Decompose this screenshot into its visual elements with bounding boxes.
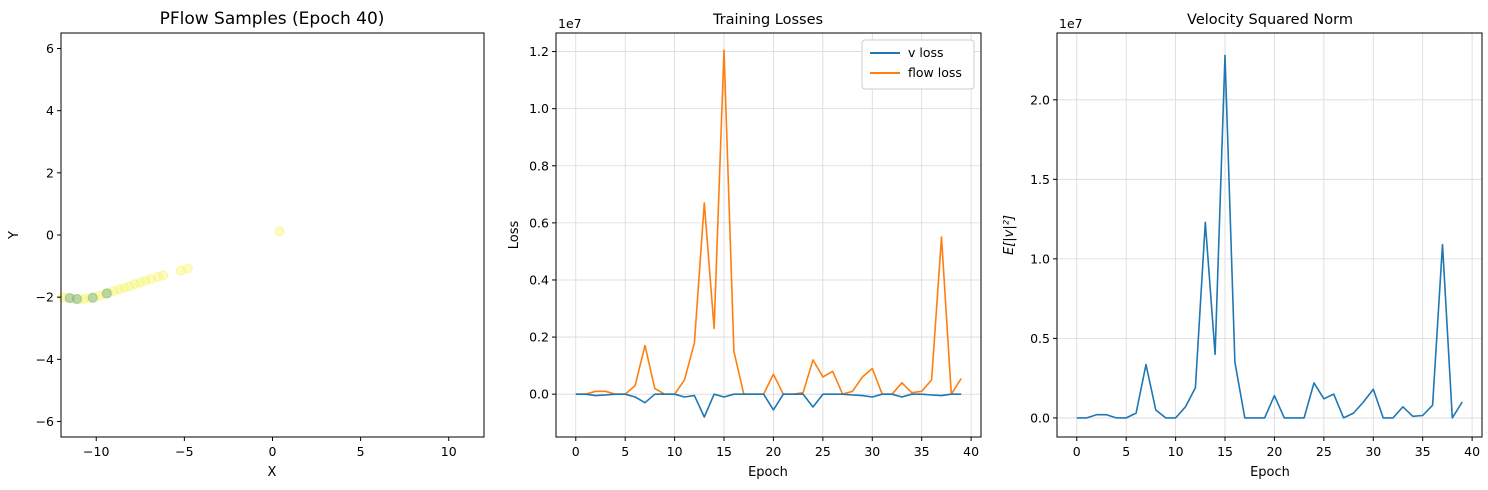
losses-ytick-label: 0.2 <box>529 330 549 345</box>
losses-panel: 0 5 10 15 20 25 30 35 40 0.0 0.2 0.4 0.6 0.8 1.0 1.2 Tr… <box>507 12 982 480</box>
scatter-points <box>57 226 285 305</box>
scatter-panel: −10 −5 0 5 10 −6 −4 −2 0 2 4 6 PFlow Samples (Epoch… <box>7 9 485 480</box>
scatter-point <box>158 270 169 281</box>
scatter-xtick-label: −10 <box>83 444 109 459</box>
losses-frame <box>555 32 982 438</box>
scatter-frame <box>60 32 485 438</box>
velocity-lines <box>1076 54 1463 419</box>
velocity-offset-text: 1e7 <box>1059 16 1083 31</box>
velocity-plot-area <box>1057 33 1482 437</box>
scatter-xtick-label: 0 <box>269 444 277 459</box>
scatter-point <box>274 226 285 237</box>
losses-ytick-label: 0.4 <box>529 272 549 287</box>
velocity-panel: 0 5 10 15 20 25 30 35 40 0.0 0.5 1.0 1.5 2.0 Velocity… <box>1002 12 1483 480</box>
legend: v loss flow loss <box>861 39 975 90</box>
losses-lines <box>575 49 962 418</box>
losses-xtick-label: 15 <box>716 444 732 459</box>
velocity-frame <box>1056 32 1483 438</box>
scatter-point <box>101 288 112 299</box>
losses-xtick-label: 20 <box>765 444 781 459</box>
scatter-point <box>135 277 146 288</box>
velocity-ytick-label: 1.5 <box>1030 172 1050 187</box>
velocity-xlabel: Epoch <box>1250 465 1290 480</box>
losses-xlabel: Epoch <box>748 465 788 480</box>
scatter-title: PFlow Samples (Epoch 40) <box>160 9 385 29</box>
velocity-xtick-label: 0 <box>1073 444 1081 459</box>
scatter-xlabel: X <box>268 465 277 480</box>
v-loss-line <box>575 393 962 418</box>
losses-title: Training Losses <box>712 12 823 28</box>
losses-ylabel: Loss <box>507 221 522 250</box>
scatter-ytick-label: 6 <box>46 41 54 56</box>
scatter-point <box>124 281 135 292</box>
losses-xtick-label: 10 <box>667 444 683 459</box>
velocity-xtick-label: 20 <box>1266 444 1282 459</box>
scatter-point <box>87 292 98 303</box>
velocity-ytick-label: 0.0 <box>1030 410 1050 425</box>
scatter-point <box>71 294 82 305</box>
losses-plot-area <box>556 33 981 437</box>
losses-grid <box>556 33 981 437</box>
losses-ticks: 0 5 10 15 20 25 30 35 40 0.0 0.2 0.4 0.6 0.8 1.0 1.2 <box>529 44 979 459</box>
scatter-ytick-label: 0 <box>46 228 54 243</box>
scatter-xtick-label: 5 <box>357 444 365 459</box>
velocity-ytick-label: 2.0 <box>1030 92 1050 107</box>
velocity-ytick-label: 1.0 <box>1030 251 1050 266</box>
losses-xtick-label: 35 <box>914 444 930 459</box>
scatter-ytick-label: −2 <box>36 290 54 305</box>
velocity-ticks: 0 5 10 15 20 25 30 35 40 0.0 0.5 1.0 1.5 2.0 <box>1030 92 1480 459</box>
losses-ytick-label: 1.2 <box>529 44 549 59</box>
velocity-xtick-label: 25 <box>1316 444 1332 459</box>
velocity-ytick-label: 0.5 <box>1030 331 1050 346</box>
scatter-plot-area <box>61 33 484 437</box>
scatter-ytick-label: −6 <box>36 414 54 429</box>
scatter-ytick-label: 2 <box>46 165 54 180</box>
losses-ytick-label: 1.0 <box>529 101 549 116</box>
velocity-xtick-label: 5 <box>1122 444 1130 459</box>
scatter-ticks: −10 −5 0 5 10 −6 −4 −2 0 2 4 6 <box>36 41 457 459</box>
losses-xtick-label: 0 <box>572 444 580 459</box>
velocity-xtick-label: 40 <box>1464 444 1480 459</box>
velocity-xtick-label: 10 <box>1168 444 1184 459</box>
losses-xtick-label: 40 <box>963 444 979 459</box>
velocity-line <box>1076 54 1463 419</box>
scatter-point <box>182 263 193 274</box>
losses-xtick-label: 30 <box>864 444 880 459</box>
losses-ytick-label: 0.0 <box>529 387 549 402</box>
velocity-xtick-label: 35 <box>1415 444 1431 459</box>
losses-ytick-label: 0.6 <box>529 215 549 230</box>
legend-label-flow-loss: flow loss <box>908 65 962 80</box>
scatter-ytick-label: 4 <box>46 103 54 118</box>
velocity-grid <box>1057 33 1482 437</box>
velocity-title: Velocity Squared Norm <box>1187 12 1353 28</box>
scatter-xtick-label: 10 <box>441 444 457 459</box>
scatter-ylabel: Y <box>7 231 22 240</box>
scatter-xtick-label: −5 <box>175 444 193 459</box>
velocity-ylabel: E[|v|²] <box>1002 215 1017 255</box>
velocity-xtick-label: 30 <box>1365 444 1381 459</box>
losses-xtick-label: 25 <box>815 444 831 459</box>
losses-offset-text: 1e7 <box>558 16 582 31</box>
flow-loss-line <box>575 49 962 396</box>
scatter-ytick-label: −4 <box>36 352 54 367</box>
losses-xtick-label: 5 <box>621 444 629 459</box>
losses-ytick-label: 0.8 <box>529 158 549 173</box>
velocity-xtick-label: 15 <box>1217 444 1233 459</box>
legend-label-v-loss: v loss <box>908 45 944 60</box>
